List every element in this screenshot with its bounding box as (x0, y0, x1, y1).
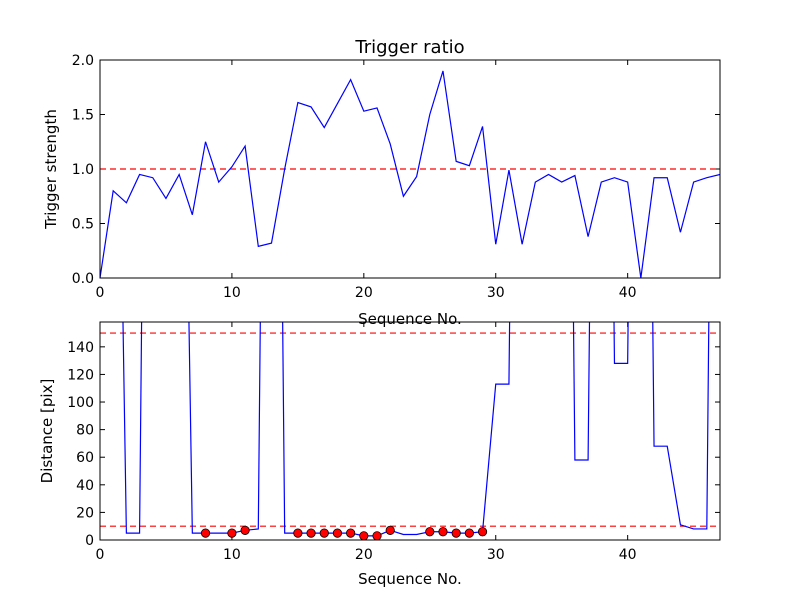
x-tick-label: 40 (619, 285, 637, 301)
y-axis-label: Trigger strength (42, 109, 60, 230)
y-ticks: 0.0 0.5 1.0 1.5 2.0 (72, 53, 720, 287)
y-tick-label: 40 (76, 478, 94, 494)
x-tick-label: 40 (619, 547, 637, 563)
y-tick-label: 0 (85, 533, 94, 549)
data-point (227, 528, 237, 538)
x-tick-label: 20 (355, 285, 373, 301)
x-tick-label: 30 (487, 285, 505, 301)
x-tick-label: 30 (487, 547, 505, 563)
x-tick-label: 20 (355, 547, 373, 563)
y-tick-label: 100 (67, 395, 94, 411)
plot-frame (99, 321, 721, 541)
data-point (385, 525, 395, 535)
selected-points (200, 525, 488, 540)
chart-title: Trigger ratio (354, 37, 464, 58)
data-point (451, 528, 461, 538)
data-point (425, 527, 435, 537)
data-point (438, 527, 448, 537)
y-tick-label: 120 (67, 367, 94, 383)
y-tick-label: 0.5 (72, 217, 94, 233)
data-point (477, 527, 488, 537)
data-point (346, 528, 356, 538)
threshold-lines (100, 332, 720, 527)
y-tick-label: 20 (76, 505, 94, 521)
trigger-ratio-chart: Trigger ratio 0.00.51.01.52.0 0 10 20 30 40 … (42, 37, 721, 328)
y-tick-label: 1.5 (72, 108, 94, 124)
data-point (319, 528, 329, 538)
data-point (464, 528, 474, 538)
y-tick-label: 60 (76, 450, 94, 466)
data-point (359, 531, 369, 540)
y-tick-label: 140 (67, 340, 94, 356)
x-ticks: 0 10 20 30 40 (96, 60, 637, 301)
data-point (200, 528, 211, 538)
data-point (240, 525, 250, 535)
y-tick-label: 80 (76, 423, 94, 439)
y-tick-label: 0.0 (72, 271, 94, 287)
data-point (293, 528, 303, 538)
x-tick-label: 0 (96, 285, 105, 301)
y-tick-label: 1.0 (72, 162, 94, 178)
x-tick-label: 10 (223, 547, 241, 563)
y-ticks: 0 20 40 60 80 100 120 140 (67, 340, 720, 549)
y-tick-label: 2.0 (72, 53, 94, 69)
data-point (332, 528, 343, 538)
y-axis-label: Distance [pix] (38, 379, 56, 484)
x-axis-label: Sequence No. (358, 310, 462, 328)
data-point (306, 528, 316, 538)
x-tick-label: 10 (223, 285, 241, 301)
trigger-strength-line (100, 70, 720, 278)
x-axis-label: Sequence No. (358, 570, 462, 588)
distance-chart: 0 20 40 60 80 100 120 140 0 10 20 30 40 Sequence No… (38, 321, 721, 588)
plot-frame (99, 59, 721, 279)
data-point (372, 531, 382, 540)
x-tick-label: 0 (96, 547, 105, 563)
